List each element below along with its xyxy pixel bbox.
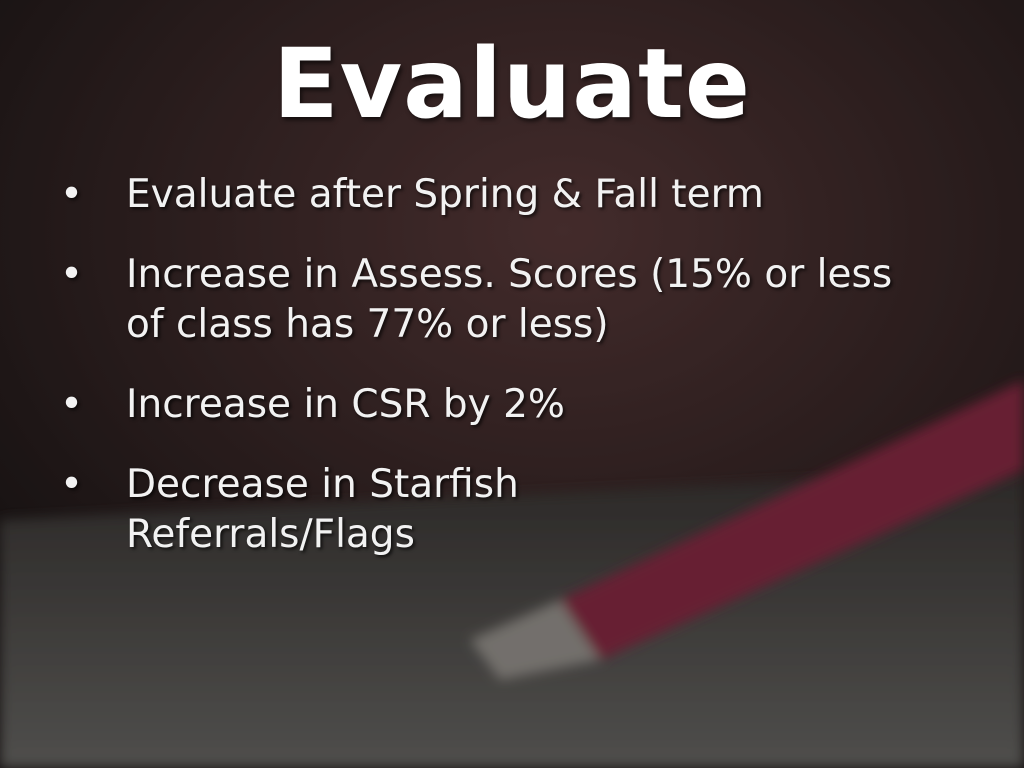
bullet-item: • Increase in CSR by 2% [60,380,960,430]
bullet-icon: • [60,172,84,217]
bullet-icon: • [60,252,84,297]
bullet-text: Evaluate after Spring & Fall term [126,172,764,217]
bullet-item: • Decrease in Starfish Referrals/Flags [60,460,960,560]
bullet-text: Increase in CSR by 2% [126,382,565,427]
pen-image [470,380,1024,680]
bullet-text: Decrease in Starfish Referrals/Flags [126,462,519,557]
slide-title: Evaluate [273,28,751,140]
bullet-icon: • [60,382,84,427]
bullet-item: • Increase in Assess. Scores (15% or less… [60,250,960,350]
bullet-text: Increase in Assess. Scores (15% or less … [126,252,893,347]
bullet-list: • Evaluate after Spring & Fall term • Incr… [60,170,960,590]
bullet-icon: • [60,462,84,507]
bullet-item: • Evaluate after Spring & Fall term [60,170,960,220]
